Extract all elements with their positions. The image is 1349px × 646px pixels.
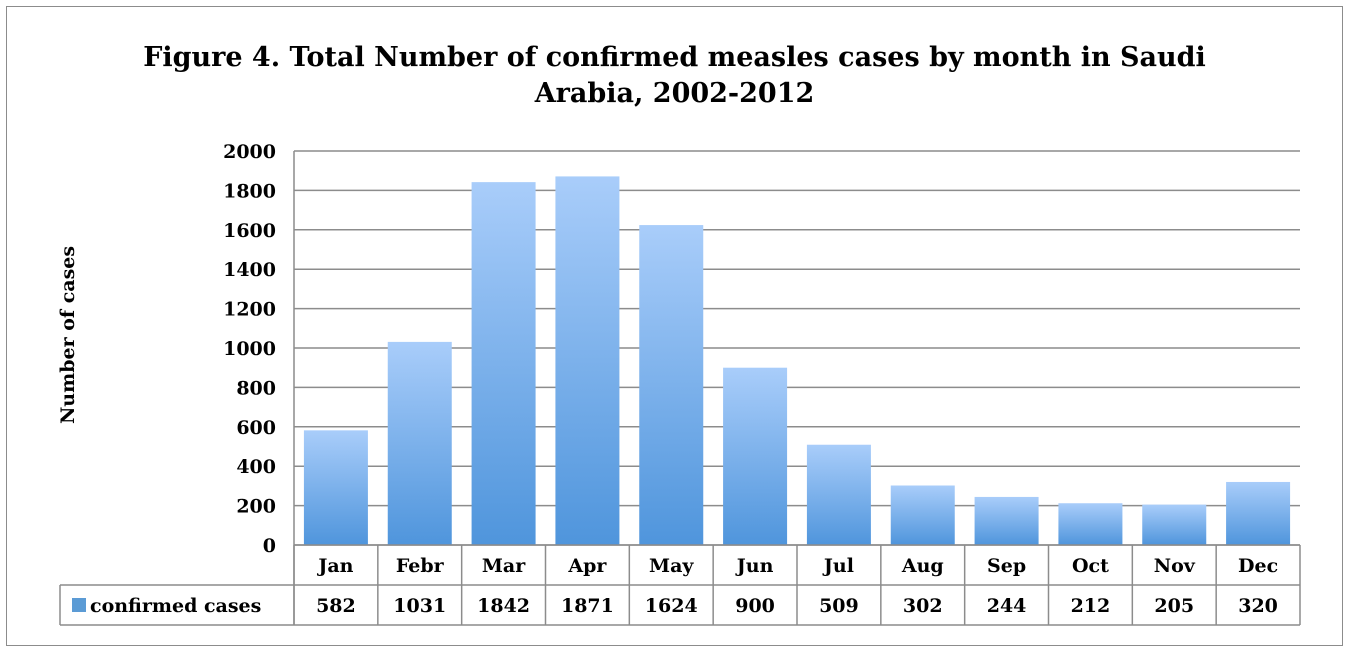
- x-tick-label: Nov: [1154, 555, 1196, 577]
- x-tick-label: Dec: [1238, 555, 1278, 577]
- chart-title: Figure 4. Total Number of confirmed meas…: [40, 40, 1309, 112]
- gridlines: [293, 150, 1300, 625]
- legend-label: confirmed cases: [90, 595, 261, 617]
- chart-title-line-2: Arabia, 2002-2012: [534, 78, 815, 109]
- y-tick-label: 1200: [223, 299, 276, 321]
- chart-title-line-1: Figure 4. Total Number of confirmed meas…: [143, 42, 1206, 73]
- y-tick-label: 2000: [223, 141, 276, 163]
- x-tick-label: Jan: [316, 555, 353, 577]
- bars: [303, 176, 1291, 545]
- data-label: 509: [819, 595, 859, 617]
- data-label: 1624: [645, 595, 698, 617]
- bar-sep: [974, 496, 1039, 545]
- y-tick-labels: 0 200 400 600 800 1000 1200 1400 1600 1800 2000: [223, 141, 276, 557]
- data-table: Jan 582 Febr 1031 Mar 1842 Apr 1871 May 1624 Jun 90…: [59, 544, 1301, 626]
- bar-nov: [1142, 504, 1207, 545]
- x-tick-label: Aug: [901, 555, 944, 577]
- bar-aug: [890, 485, 955, 545]
- bar-jun: [723, 367, 788, 545]
- x-tick-label: Jul: [822, 555, 854, 577]
- bar-dec: [1226, 481, 1291, 545]
- y-tick-label: 200: [236, 496, 276, 518]
- bar-mar: [471, 182, 536, 545]
- y-tick-label: 600: [236, 417, 276, 439]
- y-tick-label: 1600: [223, 220, 276, 242]
- bar-febr: [387, 341, 452, 545]
- y-tick-label: 800: [236, 377, 276, 399]
- legend-key: [72, 598, 86, 612]
- data-label: 244: [987, 595, 1027, 617]
- y-tick-label: 1800: [223, 180, 276, 202]
- bar-apr: [555, 176, 620, 545]
- data-label: 582: [316, 595, 356, 617]
- y-tick-label: 0: [263, 535, 276, 557]
- x-tick-label: Febr: [396, 555, 445, 577]
- bar-oct: [1058, 503, 1123, 545]
- x-tick-label: Oct: [1072, 555, 1109, 577]
- y-tick-label: 1000: [223, 338, 276, 360]
- data-label: 1031: [393, 595, 446, 617]
- data-label: 320: [1238, 595, 1278, 617]
- bar-jan: [303, 430, 368, 545]
- data-label: 302: [903, 595, 943, 617]
- y-tick-label: 1400: [223, 259, 276, 281]
- x-tick-label: Mar: [482, 555, 526, 577]
- data-label: 1871: [561, 595, 614, 617]
- data-label: 1842: [477, 595, 530, 617]
- data-label: 205: [1154, 595, 1194, 617]
- x-tick-label: Apr: [567, 555, 607, 577]
- y-tick-label: 400: [236, 456, 276, 478]
- data-label: 212: [1071, 595, 1111, 617]
- bar-may: [639, 225, 704, 545]
- data-label: 900: [735, 595, 775, 617]
- bar-jul: [806, 444, 871, 545]
- x-tick-label: Sep: [987, 555, 1026, 577]
- x-tick-label: Jun: [735, 555, 774, 577]
- x-tick-label: May: [649, 555, 694, 577]
